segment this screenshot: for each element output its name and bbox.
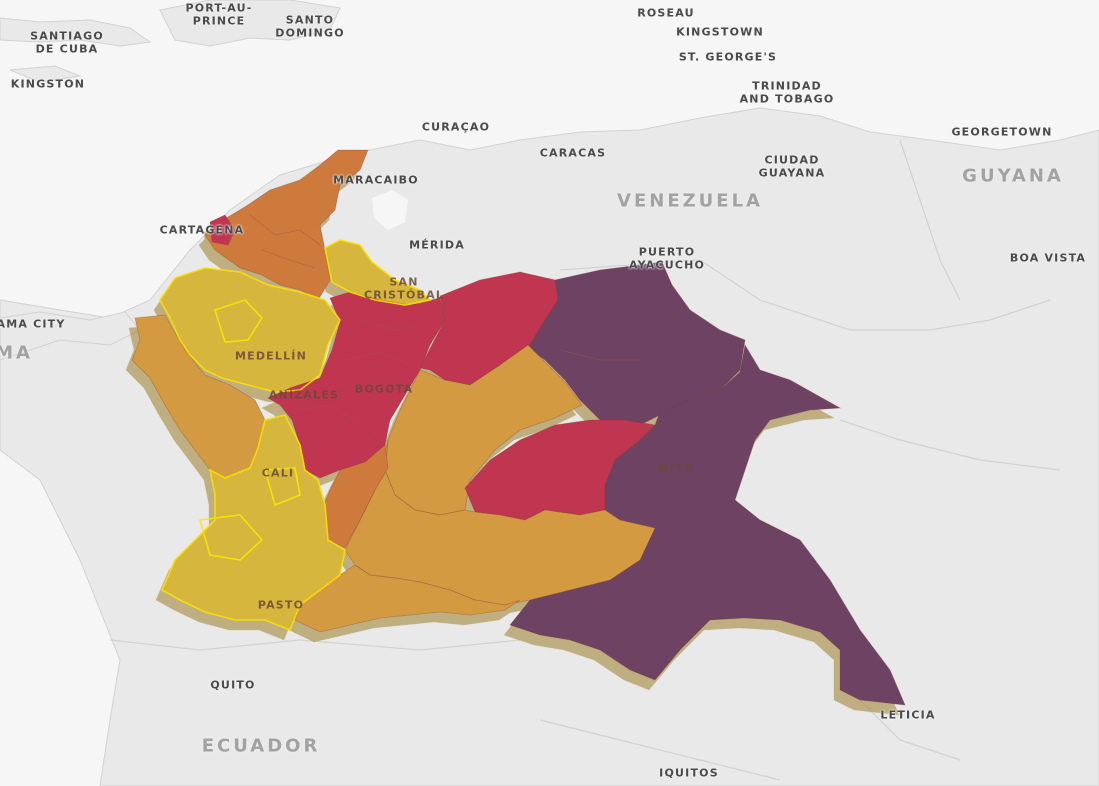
land-hispaniola bbox=[159, 0, 341, 47]
label-santiago-de-cuba: SANTIAGO DE CUBA bbox=[30, 29, 104, 55]
label-caracas: CARACAS bbox=[539, 146, 607, 160]
land-cuba bbox=[0, 17, 152, 47]
region-atlantico[interactable]: Atlántico bbox=[209, 214, 236, 246]
label-country-panama: MA bbox=[0, 342, 33, 364]
label-trinidad-and-tobago: TRINIDAD AND TOBAGO bbox=[739, 79, 835, 105]
region-putumayo[interactable]: Putumayo bbox=[294, 564, 521, 633]
label-iquitos: IQUITOS bbox=[659, 766, 719, 780]
label-curacao: CURAÇAO bbox=[421, 120, 491, 134]
label-bogota: BOGOTA bbox=[354, 382, 414, 396]
colombia-choropleth: La Guajira / Cesar / Magdalena Atlántico… bbox=[131, 149, 906, 706]
label-country-venezuela: VENEZUELA bbox=[617, 190, 763, 212]
label-country-guyana: GUYANA bbox=[962, 165, 1064, 187]
label-ciudad-guayana: CIUDAD GUAYANA bbox=[758, 153, 826, 179]
label-cali: CALI bbox=[261, 466, 295, 480]
label-leticia: LETICIA bbox=[880, 708, 936, 722]
label-panama-city: AMA CITY bbox=[0, 317, 66, 331]
label-st-georges: ST. GEORGE'S bbox=[678, 50, 778, 64]
label-santo-domingo: SANTO DOMINGO bbox=[275, 13, 345, 39]
label-boa-vista: BOA VISTA bbox=[1009, 251, 1087, 265]
label-port-au-prince: PORT-AU- PRINCE bbox=[185, 1, 253, 27]
label-georgetown: GEORGETOWN bbox=[951, 125, 1053, 139]
label-san-cristobal: SAN CRISTÓBAL bbox=[363, 275, 445, 301]
label-mitu: MITÚ bbox=[657, 461, 695, 475]
label-quito: QUITO bbox=[210, 678, 256, 692]
lake-maracaibo bbox=[372, 190, 408, 230]
label-medellin: MEDELLÍN bbox=[234, 349, 308, 363]
label-pasto: PASTO bbox=[257, 598, 305, 612]
label-merida: MÉRIDA bbox=[409, 238, 465, 252]
label-maracaibo: MARACAIBO bbox=[333, 173, 419, 187]
country-borders bbox=[109, 139, 1061, 781]
label-kingstown: KINGSTOWN bbox=[676, 25, 764, 39]
label-kingston-jamaica: KINGSTON bbox=[10, 77, 86, 91]
yellow-region-edges bbox=[159, 239, 432, 632]
label-country-ecuador: ECUADOR bbox=[201, 735, 321, 757]
department-lines bbox=[249, 214, 640, 441]
label-manizales: ANIZALES bbox=[268, 388, 340, 402]
label-puerto-ayacucho: PUERTO AYACUCHO bbox=[628, 245, 706, 271]
land-jamaica bbox=[9, 65, 82, 83]
label-roseau: ROSEAU bbox=[637, 6, 695, 20]
label-cartagena: CARTAGENA bbox=[159, 223, 245, 237]
